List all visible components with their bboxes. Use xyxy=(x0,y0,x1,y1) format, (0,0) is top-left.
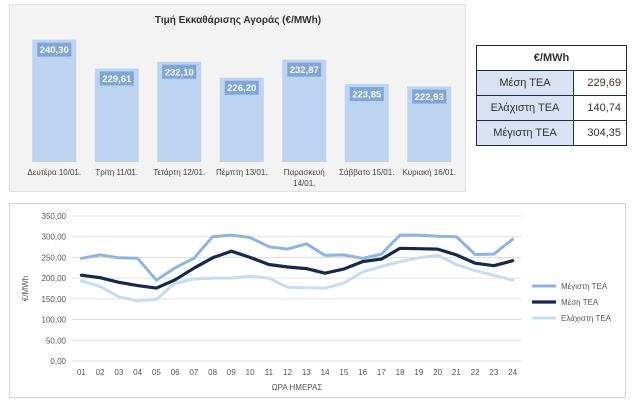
bar xyxy=(32,39,77,163)
summary-table: €/MWh Μέση ΤΕΑ 229,69 Ελάχιστη ΤΕΑ 140,7… xyxy=(476,45,627,146)
y-tick-label: 50,00 xyxy=(46,336,67,345)
x-tick-label: 10 xyxy=(246,368,255,377)
x-tick-label: 15 xyxy=(339,368,348,377)
bar-chart-panel: Τιμή Εκκαθάρισης Αγοράς (€/MWh) 240,30 Δευ… xyxy=(9,4,466,192)
x-tick-label: 17 xyxy=(377,368,386,377)
summary-table-header-row: €/MWh xyxy=(476,45,627,71)
bar-value-label: 222,93 xyxy=(415,92,444,103)
bar-category-label: 14/01. xyxy=(293,179,315,188)
x-tick-label: 19 xyxy=(414,368,423,377)
x-axis-label: ΩΡΑ ΗΜΕΡΑΣ xyxy=(272,383,323,392)
series-line-max xyxy=(79,233,515,282)
bar-category-label: Πέμπτη 13/01. xyxy=(216,168,268,177)
y-tick-label: 250,00 xyxy=(42,253,67,262)
bar-category-label: Τετάρτη 12/01. xyxy=(153,168,205,177)
bar-value-label-bg xyxy=(99,71,134,86)
bar-value-label: 232,87 xyxy=(290,65,319,76)
summary-row-avg: Μέση ΤΕΑ 229,69 xyxy=(476,70,627,96)
bar-category-label: Κυριακή 16/01. xyxy=(402,168,456,177)
x-tick-label: 24 xyxy=(508,368,517,377)
x-tick-label: 23 xyxy=(489,368,498,377)
bar xyxy=(282,59,327,162)
bar-value-label-bg xyxy=(349,87,384,102)
bar-value-label: 229,61 xyxy=(102,74,132,85)
x-tick-label: 06 xyxy=(171,368,180,377)
bar-value-label: 226,20 xyxy=(227,83,256,94)
series-line-avg xyxy=(79,246,515,290)
legend-label: Ελάχιστη ΤΕΑ xyxy=(561,314,612,323)
x-tick-label: 11 xyxy=(265,368,274,377)
y-tick-label: 200,00 xyxy=(42,274,67,283)
bar-category-label: Τρίτη 11/01. xyxy=(95,168,138,177)
x-tick-label: 02 xyxy=(96,368,105,377)
summary-value-max: 304,35 xyxy=(573,120,627,146)
x-tick-label: 18 xyxy=(396,368,405,377)
x-tick-label: 01 xyxy=(77,368,86,377)
x-tick-label: 20 xyxy=(433,368,442,377)
bar-value-label-bg xyxy=(162,64,197,79)
bar-value-label: 223,85 xyxy=(352,90,382,101)
series-line-min xyxy=(79,253,515,303)
line-chart-panel: 0,00 50,00 100,00 150,00 200,00 250,00 300,00 3… xyxy=(9,203,626,398)
x-tick-label: 13 xyxy=(302,368,311,377)
y-tick-label: 100,00 xyxy=(42,316,67,325)
y-tick-label: 300,00 xyxy=(42,233,67,242)
bar-chart-title: Τιμή Εκκαθάρισης Αγοράς (€/MWh) xyxy=(155,15,321,26)
bar-value-label: 240,30 xyxy=(40,45,69,56)
bar-category-label: Δευτέρα 10/01. xyxy=(27,168,81,177)
summary-label-avg: Μέση ΤΕΑ xyxy=(476,70,574,96)
x-tick-label: 03 xyxy=(114,368,123,377)
bar-chart: Τιμή Εκκαθάρισης Αγοράς (€/MWh) 240,30 Δευ… xyxy=(27,15,456,188)
bar-value-label-bg xyxy=(224,80,259,95)
summary-value-avg: 229,69 xyxy=(573,70,627,96)
bar-category-label: Σάββατο 15/01. xyxy=(339,168,394,177)
x-tick-label: 07 xyxy=(189,368,198,377)
summary-label-max: Μέγιστη ΤΕΑ xyxy=(476,120,574,146)
legend-label: Μέση ΤΕΑ xyxy=(561,298,599,307)
x-tick-label: 04 xyxy=(133,368,142,377)
y-axis-label: €/MWh xyxy=(21,276,30,301)
bar-category-label: Παρασκευή xyxy=(284,168,325,177)
summary-table-header: €/MWh xyxy=(476,45,627,71)
y-tick-label: 0,00 xyxy=(50,357,66,366)
bar-value-label: 232,10 xyxy=(165,67,194,78)
x-tick-label: 12 xyxy=(283,368,292,377)
summary-label-min: Ελάχιστη ΤΕΑ xyxy=(476,95,574,121)
y-tick-label: 150,00 xyxy=(42,295,67,304)
summary-value-min: 140,74 xyxy=(573,95,627,121)
x-tick-label: 09 xyxy=(227,368,236,377)
x-tick-label: 05 xyxy=(152,368,161,377)
x-tick-label: 22 xyxy=(471,368,480,377)
x-tick-label: 16 xyxy=(358,368,367,377)
x-tick-label: 21 xyxy=(452,368,461,377)
bar-value-label-bg xyxy=(287,62,322,77)
bar-value-label-bg xyxy=(37,42,72,57)
bar-value-label-bg xyxy=(412,89,447,104)
legend-label: Μέγιστη ΤΕΑ xyxy=(561,282,608,291)
x-tick-label: 14 xyxy=(321,368,330,377)
summary-row-min: Ελάχιστη ΤΕΑ 140,74 xyxy=(476,95,627,121)
x-tick-label: 08 xyxy=(208,368,217,377)
summary-row-max: Μέγιστη ΤΕΑ 304,35 xyxy=(476,120,627,146)
y-tick-label: 350,00 xyxy=(42,212,67,221)
line-chart: 0,00 50,00 100,00 150,00 200,00 250,00 300,00 3… xyxy=(21,212,612,392)
